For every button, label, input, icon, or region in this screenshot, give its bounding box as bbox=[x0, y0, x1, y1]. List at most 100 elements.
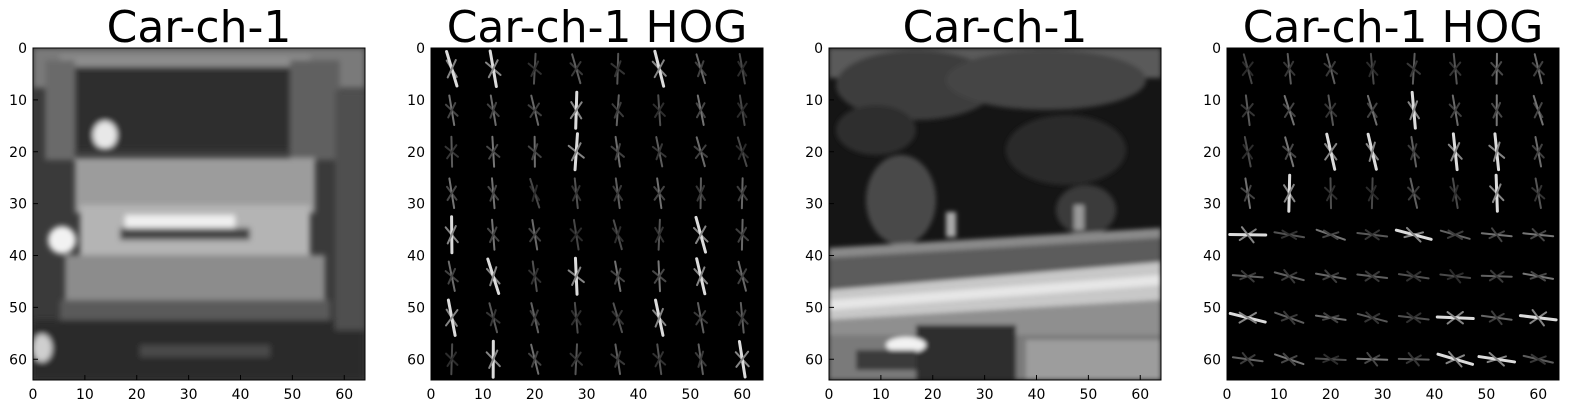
hog-gradient-stroke bbox=[653, 268, 665, 284]
hog-gradient-stroke bbox=[1492, 141, 1501, 162]
hog-gradient-stroke bbox=[1366, 351, 1379, 367]
hog-gradient-stroke bbox=[1449, 269, 1462, 284]
hog-gradient-stroke bbox=[1282, 352, 1296, 366]
axis-ticks: 0 10 20 30 40 50 60 0 10 20 30 40 50 60 bbox=[407, 41, 751, 403]
x-tick-label: 40 bbox=[1028, 387, 1046, 403]
x-tick-label: 50 bbox=[1079, 387, 1097, 403]
hog-gradient-stroke bbox=[446, 185, 457, 202]
hog-gradient-stroke bbox=[1241, 144, 1254, 159]
x-tick-label: 50 bbox=[1477, 387, 1495, 403]
hog-gradient-stroke bbox=[1530, 270, 1547, 282]
hog-gradient-stroke bbox=[569, 101, 583, 120]
hog-gradient-stroke bbox=[1491, 183, 1502, 204]
hog-gradient-stroke bbox=[1533, 143, 1543, 160]
image-axes: 0 10 20 30 40 50 60 0 10 20 30 40 50 60 bbox=[1203, 41, 1560, 403]
x-tick-label: 0 bbox=[427, 387, 436, 403]
hog-gradient-stroke bbox=[695, 310, 707, 326]
hog-gradient-stroke bbox=[1489, 269, 1504, 283]
y-tick-label: 40 bbox=[805, 249, 823, 265]
x-tick-label: 50 bbox=[283, 387, 301, 403]
x-tick-label: 50 bbox=[681, 387, 699, 403]
y-tick-label: 50 bbox=[805, 300, 823, 316]
y-tick-label: 0 bbox=[18, 41, 27, 57]
x-tick-label: 20 bbox=[128, 387, 146, 403]
hog-gradient-stroke bbox=[1490, 310, 1503, 326]
hog-gradient-stroke bbox=[530, 309, 539, 327]
hog-gradient-stroke bbox=[570, 61, 582, 77]
y-tick-label: 60 bbox=[1203, 352, 1221, 368]
hog-gradient-stroke bbox=[1324, 269, 1338, 284]
x-tick-label: 20 bbox=[1322, 387, 1340, 403]
hog-gradient-stroke bbox=[1533, 60, 1544, 77]
hog-gradient-stroke bbox=[570, 310, 582, 326]
hog-gradient-stroke bbox=[612, 309, 623, 326]
y-tick-label: 30 bbox=[805, 197, 823, 213]
x-tick-label: 60 bbox=[733, 387, 751, 403]
x-tick-label: 30 bbox=[180, 387, 198, 403]
image-axes: 0 10 20 30 40 50 60 0 10 20 30 40 50 60 bbox=[9, 41, 366, 403]
hog-gradient-stroke bbox=[1281, 229, 1298, 240]
x-tick-label: 40 bbox=[232, 387, 250, 403]
hog-gradient-stroke bbox=[735, 350, 750, 368]
hog-gradient-stroke bbox=[1491, 61, 1503, 77]
y-tick-label: 0 bbox=[814, 41, 823, 57]
y-tick-label: 60 bbox=[9, 352, 27, 368]
hog-gradient-stroke bbox=[1446, 311, 1464, 325]
y-tick-label: 60 bbox=[805, 352, 823, 368]
hog-gradient-stroke bbox=[1283, 269, 1296, 284]
x-tick-label: 0 bbox=[825, 387, 834, 403]
hog-gradient-stroke bbox=[1283, 183, 1295, 203]
hog-gradient-stroke bbox=[1367, 185, 1377, 202]
y-tick-label: 10 bbox=[407, 93, 425, 109]
hog-gradient-stroke bbox=[1322, 229, 1339, 240]
car-photo bbox=[33, 48, 365, 380]
x-tick-label: 30 bbox=[976, 387, 994, 403]
hog-gradient-stroke bbox=[614, 350, 622, 368]
hog-gradient-stroke bbox=[446, 351, 458, 368]
hog-cells bbox=[1228, 52, 1558, 368]
hog-gradient-stroke bbox=[530, 60, 540, 77]
hog-gradient-stroke bbox=[1238, 311, 1257, 324]
hog-gradient-stroke bbox=[1447, 350, 1463, 368]
hog-gradient-stroke bbox=[446, 59, 457, 79]
panel-car-image-1: Car-ch-1 bbox=[0, 0, 380, 416]
x-tick-label: 10 bbox=[1270, 387, 1288, 403]
panel-hog-1: Car-ch-1 HOG 0 10 20 30 40 50 60 0 10 20 30 40 50 60 bbox=[398, 0, 778, 416]
plot-area: 0 10 20 30 40 50 60 0 10 20 30 40 50 60 bbox=[796, 0, 1176, 416]
hog-gradient-stroke bbox=[571, 266, 582, 286]
hog-gradient-stroke bbox=[737, 143, 747, 160]
hog-gradient-stroke bbox=[1492, 101, 1502, 119]
x-tick-label: 40 bbox=[630, 387, 648, 403]
hog-gradient-stroke bbox=[529, 227, 541, 243]
hog-gradient-stroke bbox=[1365, 311, 1380, 325]
hog-gradient-stroke bbox=[1488, 351, 1505, 367]
y-tick-label: 20 bbox=[407, 145, 425, 161]
hog-gradient-stroke bbox=[1364, 270, 1380, 283]
hog-gradient-stroke bbox=[1406, 311, 1422, 324]
y-tick-label: 60 bbox=[407, 352, 425, 368]
hog-gradient-stroke bbox=[695, 102, 706, 119]
plot-area: 0 10 20 30 40 50 60 0 10 20 30 40 50 60 bbox=[398, 0, 778, 416]
y-tick-label: 40 bbox=[1203, 249, 1221, 265]
hog-gradient-stroke bbox=[1447, 229, 1464, 241]
hog-gradient-stroke bbox=[1284, 143, 1294, 160]
hog-gradient-stroke bbox=[489, 101, 498, 119]
x-tick-label: 60 bbox=[1529, 387, 1547, 403]
hog-gradient-stroke bbox=[1450, 102, 1461, 119]
x-tick-label: 10 bbox=[76, 387, 94, 403]
hog-gradient-stroke bbox=[1409, 60, 1418, 78]
hog-gradient-stroke bbox=[571, 184, 581, 202]
x-tick-label: 20 bbox=[526, 387, 544, 403]
x-tick-label: 10 bbox=[872, 387, 890, 403]
hog-gradient-stroke bbox=[737, 60, 748, 77]
y-tick-label: 50 bbox=[1203, 300, 1221, 316]
plot-area: 0 10 20 30 40 50 60 0 10 20 30 40 50 60 bbox=[1194, 0, 1574, 416]
y-tick-label: 20 bbox=[9, 145, 27, 161]
hog-gradient-stroke bbox=[614, 267, 622, 285]
hog-gradient-stroke bbox=[736, 102, 748, 118]
hog-gradient-stroke bbox=[530, 350, 539, 368]
hog-gradient-stroke bbox=[530, 267, 539, 285]
hog-gradient-stroke bbox=[696, 266, 706, 287]
hog-gradient-stroke bbox=[613, 60, 622, 78]
hog-gradient-stroke bbox=[446, 225, 457, 245]
